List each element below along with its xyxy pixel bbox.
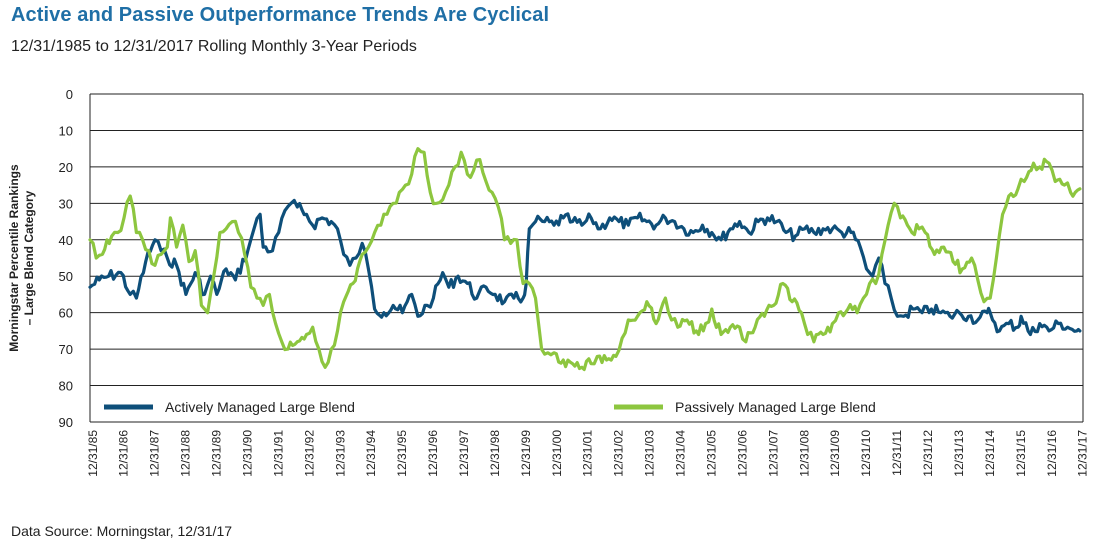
x-tick-label: 12/31/05 [704,430,718,477]
x-tick-label: 12/31/87 [148,430,162,477]
y-tick-label: 10 [59,123,73,138]
x-tick-label: 12/31/86 [117,430,131,477]
x-tick-label: 12/31/09 [828,430,842,477]
x-tick-label: 12/31/85 [86,430,100,477]
y-tick-label: 50 [59,269,73,284]
x-tick-label: 12/31/00 [550,430,564,477]
x-tick-label: 12/31/89 [210,430,224,477]
legend-label-passive: Passively Managed Large Blend [675,399,876,415]
x-tick-label: 12/31/07 [766,430,780,477]
series-line-active [88,198,1082,337]
x-tick-label: 12/31/04 [674,430,688,477]
chart-subtitle: 12/31/1985 to 12/31/2017 Rolling Monthly… [11,38,417,55]
x-tick-label: 12/31/97 [457,430,471,477]
x-tick-label: 12/31/88 [179,430,193,477]
x-tick-label: 12/31/93 [333,430,347,477]
x-tick-label: 12/31/92 [302,430,316,477]
x-tick-label: 12/31/98 [488,430,502,477]
y-axis-label: Morningstar Percentile Rankings – Large … [7,164,36,352]
x-tick-label: 12/31/17 [1076,430,1090,477]
chart-title: Active and Passive Outperformance Trends… [11,4,550,26]
y-tick-label: 90 [59,415,73,430]
x-tick-label: 12/31/96 [426,430,440,477]
x-tick-label: 12/31/06 [735,430,749,477]
legend: Actively Managed Large Blend Passively M… [104,399,876,415]
data-source-note: Data Source: Morningstar, 12/31/17 [11,523,233,539]
series-lines [88,147,1082,372]
x-tick-label: 12/31/16 [1045,430,1059,477]
x-tick-label: 12/31/11 [890,430,904,476]
x-tick-label: 12/31/12 [921,430,935,477]
y-tick-label: 80 [59,379,73,394]
line-chart: Morningstar Percentile Rankings – Large … [7,87,1090,477]
y-tick-label: 70 [59,342,73,357]
y-axis-label-line2: – Large Blend Category [22,190,36,325]
y-tick-labels: 0 10 20 30 40 50 60 70 80 90 [59,87,73,430]
y-tick-label: 20 [59,160,73,175]
y-tick-label: 60 [59,306,73,321]
grid-lines [89,93,1084,423]
x-tick-label: 12/31/94 [364,430,378,477]
x-tick-label: 12/31/02 [612,430,626,477]
x-tick-labels: 12/31/85 12/31/86 12/31/87 12/31/88 12/31/89… [86,430,1090,477]
x-tick-label: 12/31/13 [952,430,966,477]
series-line-passive [88,147,1082,372]
y-tick-label: 30 [59,196,73,211]
x-tick-label: 12/31/03 [643,430,657,477]
x-tick-label: 12/31/99 [519,430,533,477]
y-tick-label: 0 [66,87,73,102]
y-axis-label-line1: Morningstar Percentile Rankings [7,164,21,352]
x-tick-label: 12/31/14 [983,430,997,477]
x-tick-label: 12/31/10 [859,430,873,477]
x-tick-label: 12/31/90 [240,430,254,477]
x-tick-label: 12/31/01 [581,430,595,477]
legend-label-active: Actively Managed Large Blend [165,399,355,415]
x-tick-label: 12/31/95 [395,430,409,477]
x-tick-label: 12/31/15 [1014,430,1028,477]
x-tick-label: 12/31/91 [271,430,285,477]
y-tick-label: 40 [59,233,73,248]
x-tick-label: 12/31/08 [797,430,811,477]
